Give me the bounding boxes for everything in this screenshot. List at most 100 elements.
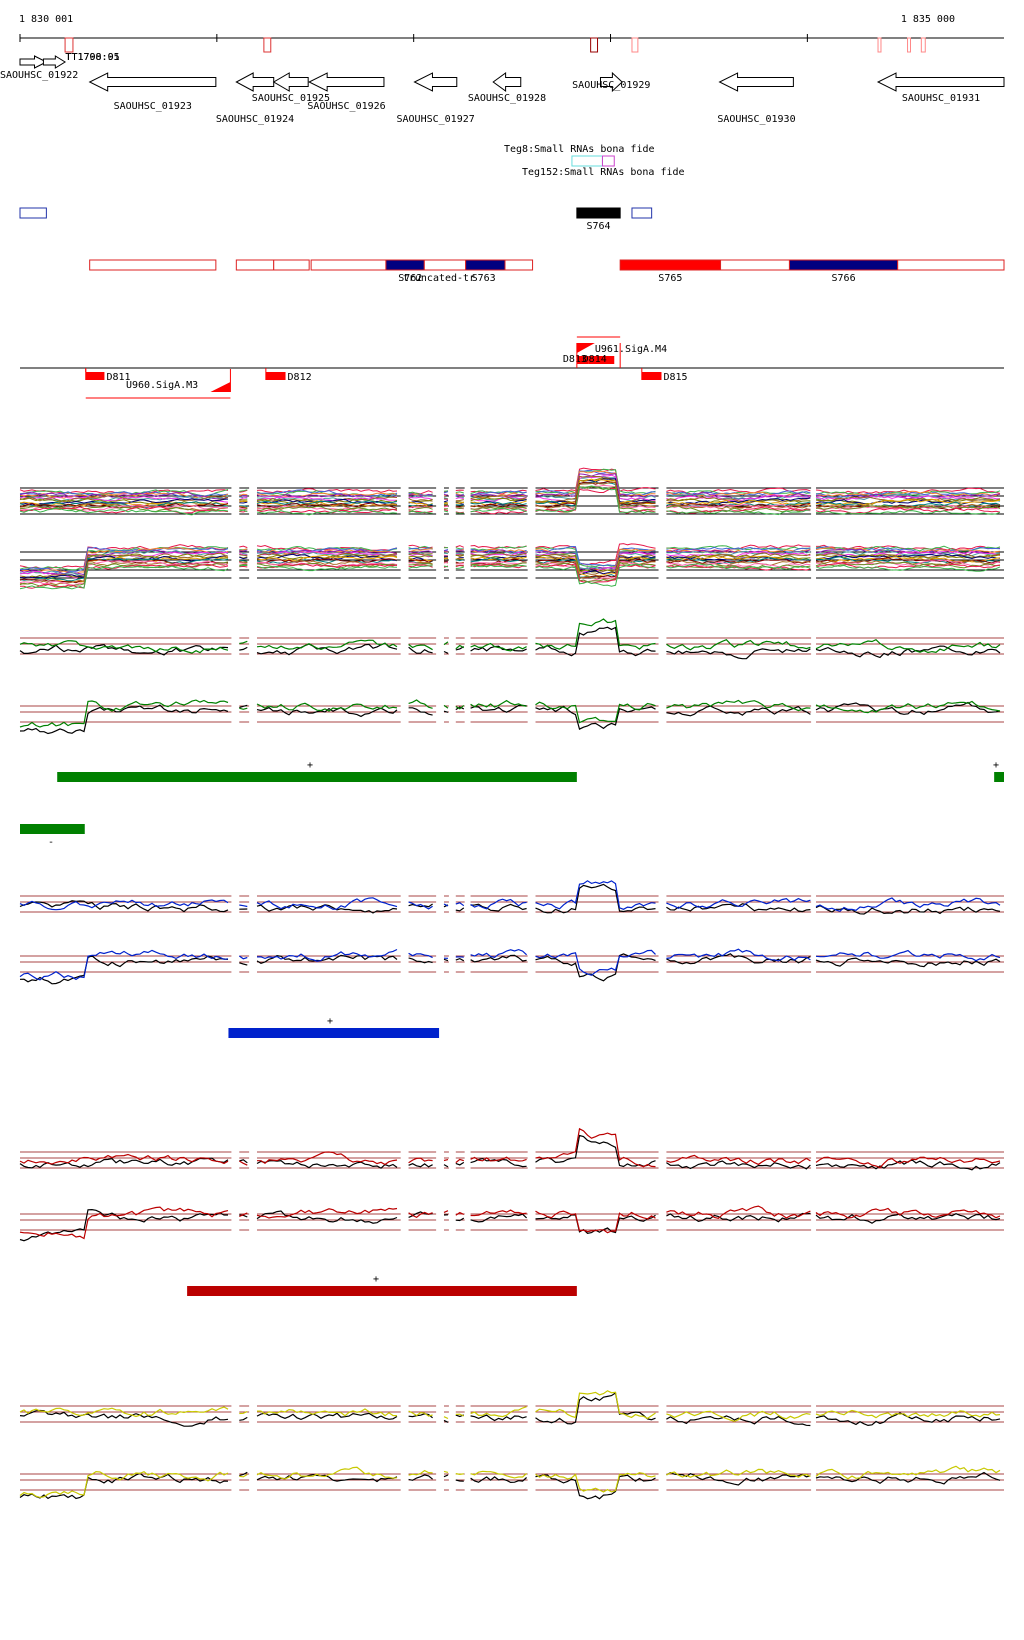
yellow-track-1-black xyxy=(666,1415,811,1427)
multi-track-1-series xyxy=(408,496,433,500)
multi-track-2-series xyxy=(455,548,464,551)
multi-track-2-series xyxy=(666,559,811,565)
transcript-box-s763 xyxy=(465,259,506,271)
darkred-track-1-color xyxy=(408,1157,433,1164)
multi-track-1-series xyxy=(256,503,398,510)
blue-track-2-black xyxy=(535,953,656,982)
gene-label-g01928: SAOUHSC_01928 xyxy=(468,93,546,104)
transcript-box-s_f xyxy=(720,259,790,271)
multi-track-2-series xyxy=(455,559,464,562)
coordinate-ruler: 1 830 001 1 835 000 xyxy=(19,14,1004,53)
blue-track-1-black xyxy=(470,903,527,912)
blue-track-2-black xyxy=(470,954,527,963)
multi-track-2-series xyxy=(239,564,248,567)
yellow-track-2-black xyxy=(239,1471,248,1477)
blue-track-1-color xyxy=(408,901,433,910)
promoter-label-d813: D813 xyxy=(563,354,587,365)
green-track-1-black xyxy=(239,646,248,651)
multi-track-1-series xyxy=(256,505,398,511)
green-track-1-black xyxy=(408,646,433,654)
darkred-track-2-color xyxy=(470,1209,527,1217)
multi-track-2-series xyxy=(666,563,811,570)
small-rna-track: Teg8:Small RNAs bona fide Teg152:Small RN… xyxy=(504,144,685,178)
blue-track-1-color xyxy=(535,880,656,910)
multi-track-2-series xyxy=(470,552,527,557)
darkred-track-2-color xyxy=(408,1211,433,1218)
yellow-track-1-color xyxy=(239,1410,248,1415)
yellow-track-1-color xyxy=(443,1416,449,1420)
green-track-1-black xyxy=(535,626,656,657)
multi-track-2-series xyxy=(666,554,811,560)
multi-track-1-series xyxy=(470,507,527,513)
yellow-track-2-color xyxy=(666,1468,811,1478)
multi-track-2-series xyxy=(666,546,811,553)
multi-track-1-series xyxy=(470,501,527,506)
yellow-track-1-black xyxy=(256,1412,398,1421)
sigma-wedge-u960 xyxy=(210,382,231,392)
multi-track-1-series xyxy=(815,510,1001,515)
green-track-2-color xyxy=(408,699,433,709)
transcript-box-s_b xyxy=(235,259,275,271)
darkred-track-1-color xyxy=(455,1158,464,1164)
sigma-wedge-u961 xyxy=(576,343,595,353)
multi-track-1-series xyxy=(443,509,449,511)
blue-track-1-black xyxy=(815,905,1001,915)
darkred-track-2-black xyxy=(815,1213,1001,1224)
gene-arrow-g01928 xyxy=(492,72,522,92)
transcript-box-s762 xyxy=(385,259,425,271)
blue-track-1-color xyxy=(455,902,465,907)
blue-track-1-color xyxy=(443,903,449,907)
green-track-1-black xyxy=(470,645,527,652)
multi-track-2-series xyxy=(19,560,229,586)
multi-track-1-series xyxy=(455,501,464,504)
multi-track-1-series xyxy=(470,495,527,501)
multi-track-2-series xyxy=(535,558,656,579)
gene-label-g01927: SAOUHSC_01927 xyxy=(396,114,474,125)
green-region-bar xyxy=(57,772,577,782)
transcript-label-s765: S765 xyxy=(658,273,682,284)
multi-track-2-series xyxy=(535,543,656,566)
multi-track-1-series xyxy=(455,512,464,514)
multi-track-2-series xyxy=(455,552,464,555)
multi-track-1-series xyxy=(239,505,248,509)
yellow-track-2-color xyxy=(455,1473,464,1476)
yellow-track-1-black xyxy=(239,1416,248,1421)
blue-track-2-black xyxy=(19,955,229,985)
multi-track-1-series xyxy=(239,493,248,497)
multi-track-2-series xyxy=(443,549,449,552)
multi-track-2-series xyxy=(408,553,433,556)
darkred-track-1-black xyxy=(408,1163,433,1168)
multi-track-2-series xyxy=(470,545,527,551)
multi-track-2-series xyxy=(256,563,398,569)
multi-track-1-series xyxy=(408,493,433,498)
multi-track-1-series xyxy=(408,506,433,511)
multi-track-1-series xyxy=(19,494,229,504)
transcript-box-s765 xyxy=(619,259,722,271)
blue-track-2-color xyxy=(535,949,656,976)
multi-track-2-series xyxy=(470,561,527,565)
multi-track-1-series xyxy=(815,495,1001,501)
blue-track-1-color xyxy=(470,898,527,910)
gene-arrow-g01927 xyxy=(413,72,458,92)
yellow-track-1-color xyxy=(666,1410,811,1422)
green-track-2-black xyxy=(443,710,449,713)
green-track-2-black xyxy=(408,707,433,716)
yellow-track-1-black xyxy=(19,1409,229,1427)
darkred-track-2-color xyxy=(239,1212,248,1218)
multi-track-1-series xyxy=(443,494,449,496)
green-strand-plus: + xyxy=(307,760,313,771)
transcript-box-s766 xyxy=(788,259,899,271)
multi-track-2-series xyxy=(19,561,229,586)
gene-arrow-g01924 xyxy=(235,72,275,92)
multi-track-1-series xyxy=(455,497,464,500)
yellow-track-2-color xyxy=(815,1465,1001,1480)
multi-track-2-series xyxy=(470,557,527,563)
yellow-track-2-color xyxy=(535,1472,656,1493)
blue-track-2-color xyxy=(815,949,1001,962)
segment-label-s764: S764 xyxy=(586,221,610,232)
yellow-track-2-black xyxy=(408,1474,433,1481)
multi-track-1-series xyxy=(239,509,248,513)
multi-track-2-series xyxy=(443,557,449,560)
